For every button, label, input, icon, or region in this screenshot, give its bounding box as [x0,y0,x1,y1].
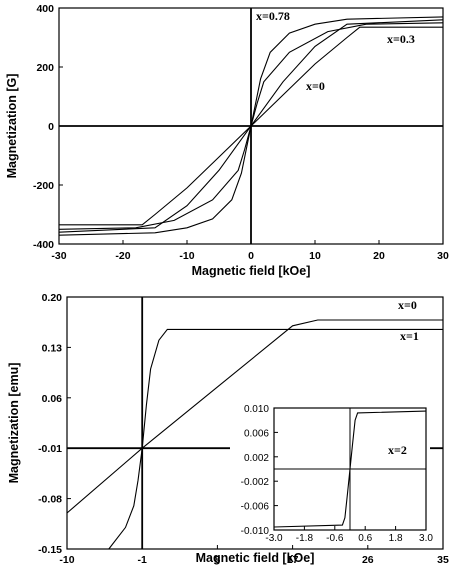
top-x-tick-label: 10 [309,250,321,262]
bottom-x-tick-label: 17 [287,554,299,566]
bottom-y-ticks: 0.20 0.13 0.06 -0.01 -0.08 -0.15 [38,292,71,556]
inset-y-tick-label: 0.006 [244,428,269,439]
top-label-x078: x=0.78 [256,9,290,23]
bottom-x-tick-label: 8 [214,554,220,566]
top-y-tick-label: -200 [33,180,54,192]
bottom-curve-0 [66,319,443,514]
bottom-y-tick-label: 0.06 [42,393,63,405]
bottom-y-tick-label: -0.01 [38,443,62,455]
inset-x-tick-label: -3.0 [265,533,283,544]
inset-chart: 0.010 0.006 0.002 -0.002 -0.006 -0.010 -3.0 -1… [230,404,433,544]
bottom-plot-frame [66,296,444,550]
top-x-ticks: -30 -20 -10 0 10 20 30 [51,240,449,262]
top-y-tick-label: -400 [33,239,54,251]
inset-y-tick-label: -0.010 [241,526,270,537]
inset-y-tick-label: -0.002 [241,477,270,488]
bottom-label-x1: x=1 [400,329,419,343]
bottom-x-tick-label: -10 [59,554,74,566]
bottom-y-tick-label: 0.20 [42,292,63,304]
bottom-y-tick-label: 0.13 [42,342,63,354]
inset-x-tick-label: 0.6 [358,533,372,544]
top-x-tick-label: 0 [248,250,254,262]
bottom-chart: 0.20 0.13 0.06 -0.01 -0.08 -0.15 -10 -1 8 17 26 35… [7,292,449,566]
inset-curves [273,410,427,528]
inset-x-tick-label: 1.8 [389,533,403,544]
bottom-x-axis-title: Magnetic field [kOe] [196,551,315,565]
top-y-tick-label: 400 [36,3,54,15]
top-x-axis-title: Magnetic field [kOe] [192,264,311,278]
top-label-x03: x=0.3 [387,32,415,46]
bottom-y-tick-label: -0.15 [38,544,62,556]
top-x-tick-label: 20 [373,250,385,262]
top-x-tick-label: -10 [179,250,194,262]
inset-y-tick-label: 0.010 [244,404,269,415]
bottom-y-tick-label: -0.08 [38,494,62,506]
inset-x-tick-label: -1.8 [296,533,314,544]
top-y-axis-title: Magnetization [G] [5,74,19,179]
top-label-x0: x=0 [306,79,325,93]
bottom-x-tick-label: 35 [437,554,449,566]
top-x-tick-label: -30 [51,250,66,262]
inset-x-tick-label: -0.6 [326,533,344,544]
inset-x-tick-label: 3.0 [419,533,433,544]
bottom-label-x0: x=0 [398,298,417,312]
top-x-tick-label: 30 [437,250,449,262]
inset-background [230,404,430,541]
inset-y-ticks: 0.010 0.006 0.002 -0.002 -0.006 -0.010 [241,404,278,537]
inset-label-x2: x=2 [388,443,407,457]
top-y-ticks: 400 200 0 -200 -400 [33,3,63,251]
inset-y-tick-label: -0.006 [241,502,270,513]
top-curve-3 [58,22,444,230]
bottom-curves [66,319,443,550]
inset-curve-0 [273,410,427,528]
bottom-x-ticks: -10 -1 8 17 26 35 [59,545,449,566]
bottom-y-axis-title: Magnetization [emu] [7,363,21,484]
top-curves [58,16,444,236]
top-y-tick-label: 200 [36,62,54,74]
top-y-tick-label: 0 [48,121,54,133]
bottom-x-tick-label: 26 [362,554,374,566]
bottom-curve-1 [108,328,443,550]
inset-x-ticks: -3.0 -1.8 -0.6 0.6 1.8 3.0 [265,526,433,544]
top-x-tick-label: -20 [115,250,130,262]
bottom-x-tick-label: -1 [138,554,147,566]
inset-y-tick-label: 0.002 [244,453,269,464]
